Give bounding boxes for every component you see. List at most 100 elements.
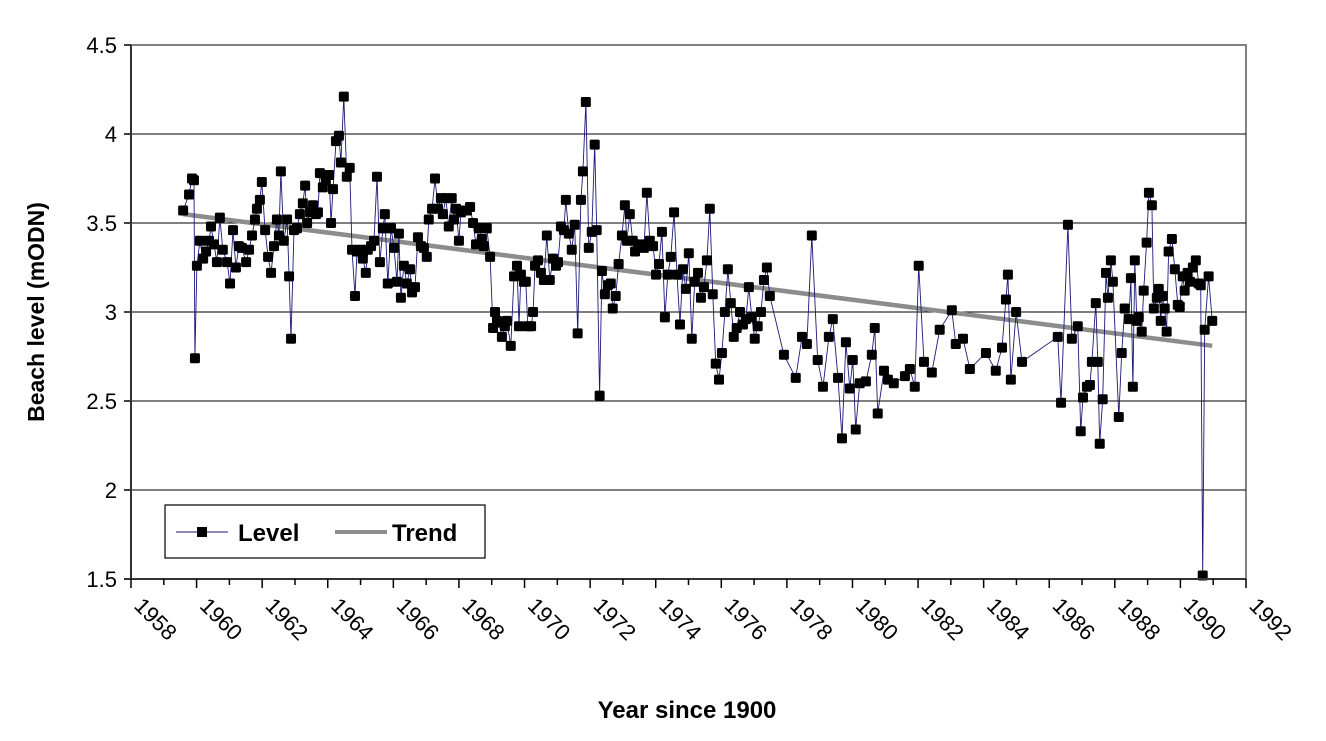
level-point — [1105, 255, 1116, 266]
level-point — [206, 221, 217, 232]
x-tick-label: 1958 — [129, 593, 181, 645]
level-point — [583, 242, 594, 253]
level-point — [1166, 234, 1177, 245]
level-point — [377, 223, 388, 234]
level-point — [430, 173, 441, 184]
level-point — [412, 232, 423, 243]
level-point — [184, 189, 195, 200]
level-point — [178, 205, 189, 216]
level-point — [806, 230, 817, 241]
level-point — [1174, 301, 1185, 312]
y-tick-label: 2 — [105, 478, 117, 503]
level-point — [817, 381, 828, 392]
level-point — [286, 333, 297, 344]
level-point — [689, 276, 700, 287]
level-point — [266, 267, 277, 278]
level-point — [613, 258, 624, 269]
x-tick-label: 1980 — [851, 593, 903, 645]
level-point — [1155, 315, 1166, 326]
level-point — [913, 260, 924, 271]
x-tick-label: 1972 — [589, 593, 641, 645]
level-point — [1107, 276, 1118, 287]
level-point — [674, 319, 685, 330]
level-point — [541, 230, 552, 241]
axes — [124, 44, 1247, 588]
level-point — [1017, 356, 1028, 367]
x-tick-labels: 1958 1960 1962 1964 1966 1968 1970 1972 1974 1976… — [129, 593, 1296, 645]
level-point — [713, 374, 724, 385]
x-tick-label: 1988 — [1113, 593, 1165, 645]
level-point — [188, 175, 199, 186]
x-tick-label: 1984 — [982, 593, 1034, 645]
y-tick-label: 4 — [105, 122, 117, 147]
legend-trend-label: Trend — [392, 520, 457, 547]
legend: Level Trend — [164, 504, 486, 559]
level-point — [214, 212, 225, 223]
level-point — [344, 162, 355, 173]
level-point — [833, 372, 844, 383]
x-tick-label: 1976 — [720, 593, 772, 645]
level-point — [1113, 412, 1124, 423]
level-point — [1199, 324, 1210, 335]
level-point — [513, 321, 524, 332]
level-point — [1075, 426, 1086, 437]
level-point — [719, 307, 730, 317]
level-point — [247, 230, 258, 241]
y-tick-label: 1.5 — [86, 567, 117, 592]
level-point — [201, 246, 212, 257]
level-point — [478, 241, 489, 252]
y-tick-label: 3 — [105, 300, 117, 325]
level-point — [294, 209, 305, 220]
level-point — [761, 262, 772, 273]
level-point — [844, 383, 855, 394]
level-point — [801, 339, 812, 350]
level-point — [1094, 438, 1105, 449]
level-point — [349, 290, 360, 301]
x-tick-label: 1982 — [917, 593, 969, 645]
level-point — [302, 218, 313, 228]
level-point — [335, 157, 346, 168]
level-point — [755, 307, 766, 317]
level-point — [1161, 326, 1172, 337]
level-point — [1143, 187, 1154, 198]
level-point — [686, 333, 697, 344]
level-point — [300, 180, 311, 191]
x-tick-label: 1990 — [1179, 593, 1231, 645]
level-point — [1056, 397, 1067, 408]
level-point — [532, 255, 543, 266]
level-point — [423, 214, 434, 225]
level-point — [418, 242, 429, 253]
level-point — [405, 264, 416, 275]
level-point — [395, 292, 406, 303]
level-point — [227, 225, 238, 236]
level-point — [746, 312, 757, 323]
level-point — [860, 376, 871, 387]
level-point — [333, 130, 344, 141]
level-point — [589, 139, 600, 150]
level-point — [260, 225, 271, 236]
level-point — [662, 269, 673, 280]
level-point — [812, 355, 823, 366]
level-point — [957, 333, 968, 344]
level-point — [669, 207, 680, 218]
level-point — [1002, 269, 1013, 280]
level-point — [249, 214, 260, 225]
level-point — [790, 372, 801, 383]
level-point — [473, 223, 484, 234]
level-point — [1136, 326, 1147, 337]
level-point — [1203, 271, 1214, 282]
level-point — [275, 166, 286, 177]
x-tick-label: 1962 — [261, 593, 313, 645]
level-point — [389, 242, 400, 253]
level-point — [577, 166, 588, 177]
level-point — [619, 200, 630, 211]
level-point — [291, 223, 302, 234]
legend-level-marker — [197, 527, 207, 537]
level-point — [446, 193, 457, 204]
level-point — [326, 218, 337, 228]
level-point — [1011, 307, 1022, 317]
level-point — [1159, 303, 1170, 314]
level-point — [284, 271, 295, 282]
level-point — [312, 207, 323, 218]
level-point — [341, 171, 352, 182]
